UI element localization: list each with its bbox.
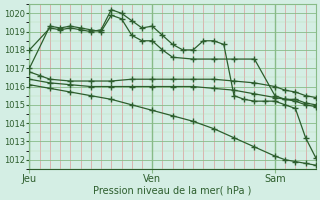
X-axis label: Pression niveau de la mer( hPa ): Pression niveau de la mer( hPa )	[93, 186, 252, 196]
